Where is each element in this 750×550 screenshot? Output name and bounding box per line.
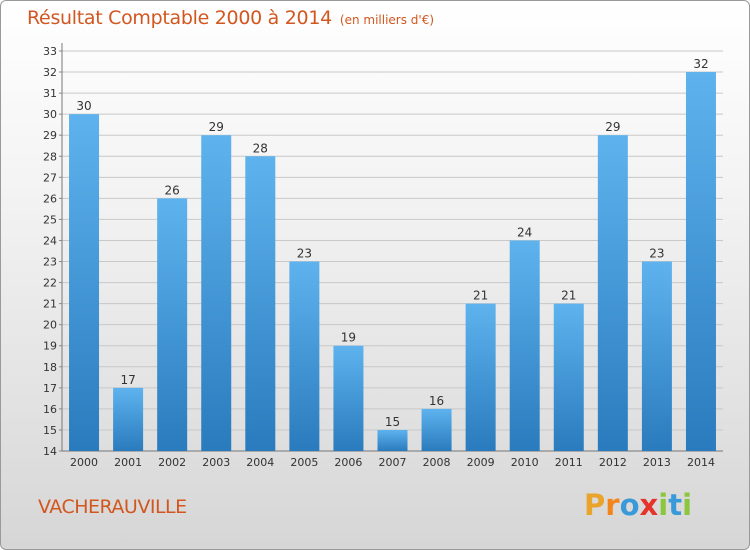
data-label: 19 [341,331,356,345]
x-tick-label: 2005 [290,456,318,469]
data-label: 28 [253,141,268,155]
y-tick-label: 15 [43,424,57,437]
x-tick-label: 2008 [423,456,451,469]
y-tick-label: 22 [43,277,57,290]
y-tick-label: 19 [43,340,57,353]
x-tick-label: 2000 [70,456,98,469]
y-tick-label: 18 [43,361,57,374]
logo-letter: i [658,488,669,522]
y-tick-label: 29 [43,129,57,142]
data-label: 29 [605,120,620,134]
logo-letter: t [668,488,683,522]
y-tick-label: 14 [43,445,57,458]
logo-letter: i [682,488,693,522]
chart-title: Résultat Comptable 2000 à 2014 (en millie… [27,7,434,29]
bar-2002 [157,198,188,451]
commune-name: VACHERAUVILLE [38,496,187,518]
x-tick-label: 2013 [643,456,671,469]
bar-2008 [421,408,452,451]
chart-title-text: Résultat Comptable 2000 à 2014 [27,7,332,29]
logo-letter: x [639,488,659,522]
data-label: 32 [693,57,708,71]
data-label: 21 [473,289,488,303]
bar-2014 [685,72,716,451]
data-label: 30 [76,99,91,113]
y-tick-label: 27 [43,171,57,184]
data-label: 26 [165,183,180,197]
x-tick-label: 2014 [687,456,715,469]
bar-2006 [333,345,364,451]
bar-2011 [553,303,584,451]
bar-2005 [289,261,320,451]
y-tick-label: 25 [43,213,57,226]
logo-letter: r [605,488,620,522]
data-label: 29 [209,120,224,134]
y-tick-label: 31 [43,87,57,100]
x-tick-labels: 2000 2001 2002 2003 2004 2005 2006 2007 2008 2009… [70,456,715,469]
y-tick-label: 26 [43,192,57,205]
y-tick-label: 28 [43,150,57,163]
x-tick-label: 2010 [511,456,539,469]
y-tick-label: 20 [43,319,57,332]
data-label: 23 [297,247,312,261]
x-tick-label: 2001 [114,456,142,469]
data-label: 15 [385,415,400,429]
y-tick-label: 32 [43,66,57,79]
bar-2003 [201,135,232,452]
x-tick-label: 2006 [334,456,362,469]
bar-2010 [509,240,540,451]
y-tick-label: 33 [43,45,57,58]
x-tick-label: 2011 [555,456,583,469]
data-label: 16 [429,394,444,408]
data-labels: 30 17 26 29 28 23 19 15 16 21 24 21 29 23 32 [76,57,708,429]
x-tick-label: 2009 [467,456,495,469]
bar-2009 [465,303,496,451]
x-tick-label: 2007 [379,456,407,469]
x-tick-label: 2004 [246,456,274,469]
logo-letter: P [584,488,606,522]
y-tick-label: 23 [43,256,57,269]
data-label: 24 [517,225,532,239]
y-tick-label: 16 [43,403,57,416]
bar-2013 [641,261,672,451]
bar-2001 [113,387,144,451]
x-tick-label: 2002 [158,456,186,469]
proxiti-logo: Proxiti [584,488,692,522]
bar-2000 [69,114,100,451]
y-tick-label: 30 [43,108,57,121]
bar-2004 [245,156,276,451]
data-label: 23 [649,247,664,261]
bar-2012 [597,135,628,452]
logo-letter: o [619,488,640,522]
y-tick-labels: 14 15 16 17 18 19 20 21 22 23 24 25 26 27 28 29 30 31 32 33 [43,45,62,458]
bar-2007 [377,429,408,451]
y-tick-label: 17 [43,382,57,395]
x-tick-label: 2012 [599,456,627,469]
y-tick-label: 21 [43,298,57,311]
y-tick-label: 24 [43,234,57,247]
data-label: 17 [120,373,135,387]
data-label: 21 [561,289,576,303]
bars [69,72,716,452]
chart-unit-text: (en milliers d'€) [339,13,435,27]
x-tick-label: 2003 [202,456,230,469]
